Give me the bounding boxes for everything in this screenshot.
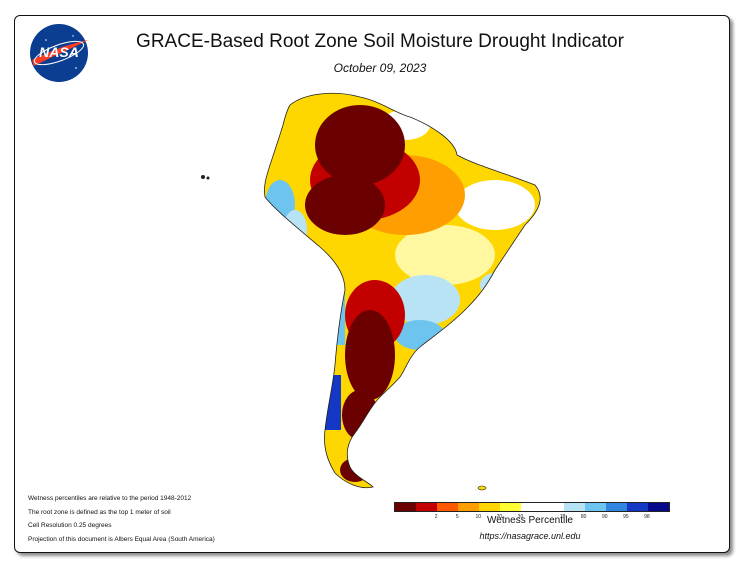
falkland-islands — [477, 485, 487, 491]
legend-tick-label: 95 — [623, 514, 629, 520]
continent-outline — [264, 92, 541, 489]
legend-swatch — [563, 503, 585, 511]
footnote: The root zone is defined as the top 1 me… — [28, 508, 171, 516]
legend-swatch — [395, 503, 417, 511]
legend-swatch — [500, 503, 522, 511]
legend-swatch — [521, 503, 543, 511]
footnotes: Wetness percentiles are relative to the … — [28, 492, 215, 546]
nasa-logo: NASA — [30, 24, 88, 82]
legend-swatch — [647, 503, 670, 511]
legend-swatch — [437, 503, 459, 511]
legend-swatch — [542, 503, 564, 511]
legend-tick-label: 20 — [496, 514, 503, 520]
footnote: Wetness percentiles are relative to the … — [28, 495, 192, 502]
legend-swatch — [479, 503, 501, 511]
galapagos-islands — [201, 175, 205, 179]
legend-tick-label: 2 — [434, 514, 438, 520]
legend-tick-label: 30 — [517, 514, 524, 520]
legend-tick-label: 80 — [580, 514, 587, 520]
legend-swatch — [605, 503, 627, 511]
legend-swatch — [458, 503, 480, 511]
legend-swatch — [626, 503, 648, 511]
south-america-map — [201, 92, 541, 491]
legend-tick-label: 70 — [559, 514, 566, 520]
source-url: https://nasagrace.unl.edu — [479, 531, 581, 541]
color-legend: 2 5 10 20 30 70 80 90 95 98 — [394, 502, 670, 522]
legend-tick-label: 5 — [455, 514, 459, 520]
footnote: Cell Resolution 0.25 degrees — [28, 522, 112, 529]
legend-ticks: 2 5 10 20 30 70 80 90 95 98 — [394, 512, 668, 522]
legend-colorbar — [394, 502, 670, 512]
footnote: Projection of this document is Albers Eq… — [28, 535, 215, 543]
legend-swatch — [416, 503, 438, 511]
page-title: GRACE-Based Root Zone Soil Moisture Drou… — [136, 31, 624, 52]
legend-tick-label: 98 — [644, 514, 650, 520]
legend-tick-label: 10 — [475, 514, 482, 520]
legend-title: Wetness Percentile — [487, 515, 573, 526]
legend-tick-label: 90 — [601, 514, 608, 520]
date-subtitle: October 09, 2023 — [333, 61, 427, 75]
logo-text: NASA — [39, 44, 79, 60]
legend-swatch — [584, 503, 606, 511]
